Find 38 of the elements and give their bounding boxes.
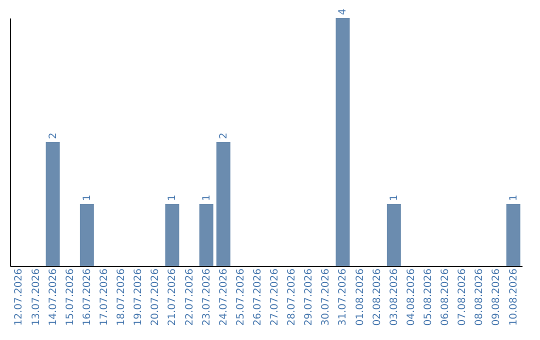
x-tick-label: 18.07.2026 bbox=[116, 268, 128, 326]
x-tick-label: 15.07.2026 bbox=[64, 268, 76, 326]
x-tick-label: 21.07.2026 bbox=[167, 268, 178, 326]
x-tick-label: 01.08.2026 bbox=[354, 268, 366, 326]
x-tick-label: 29.07.2026 bbox=[304, 268, 315, 326]
data-label: 1 bbox=[82, 194, 93, 201]
x-tick-label: 16.07.2026 bbox=[82, 268, 93, 326]
data-label: 1 bbox=[201, 194, 212, 201]
x-tick-label: 13.07.2026 bbox=[30, 268, 42, 326]
x-tick-label: 25.07.2026 bbox=[235, 268, 246, 326]
x-tick-label: 20.07.2026 bbox=[150, 268, 162, 326]
data-label: 1 bbox=[508, 194, 520, 201]
x-tick-label: 28.07.2026 bbox=[286, 268, 298, 326]
data-label: 2 bbox=[48, 132, 59, 139]
x-tick-label: 02.08.2026 bbox=[372, 268, 383, 326]
x-tick-label: 30.07.2026 bbox=[320, 268, 332, 326]
x-tick-label: 22.07.2026 bbox=[184, 268, 196, 326]
x-tick-label: 24.07.2026 bbox=[218, 268, 230, 326]
x-tick-label: 12.07.2026 bbox=[14, 268, 25, 326]
data-label: 2 bbox=[218, 132, 230, 139]
x-tick-label: 27.07.2026 bbox=[270, 268, 281, 326]
x-tick-label: 06.08.2026 bbox=[440, 268, 452, 326]
x-tick-label: 08.08.2026 bbox=[474, 268, 486, 326]
x-tick-label: 31.07.2026 bbox=[338, 268, 349, 326]
x-tick-label: 23.07.2026 bbox=[201, 268, 212, 326]
x-tick-label: 14.07.2026 bbox=[48, 268, 59, 326]
data-label: 1 bbox=[167, 194, 178, 201]
x-tick-label: 03.08.2026 bbox=[388, 268, 400, 326]
x-tick-label: 07.08.2026 bbox=[457, 268, 468, 326]
x-tick-label: 05.08.2026 bbox=[423, 268, 434, 326]
data-label: 4 bbox=[338, 8, 349, 15]
x-tick-label: 17.07.2026 bbox=[98, 268, 110, 326]
data-label: 1 bbox=[388, 194, 400, 201]
x-tick-label: 04.08.2026 bbox=[406, 268, 417, 326]
x-tick-label: 19.07.2026 bbox=[133, 268, 144, 326]
x-tick-label: 09.08.2026 bbox=[491, 268, 502, 326]
x-tick-label: 26.07.2026 bbox=[252, 268, 264, 326]
x-tick-label: 10.08.2026 bbox=[508, 268, 520, 326]
